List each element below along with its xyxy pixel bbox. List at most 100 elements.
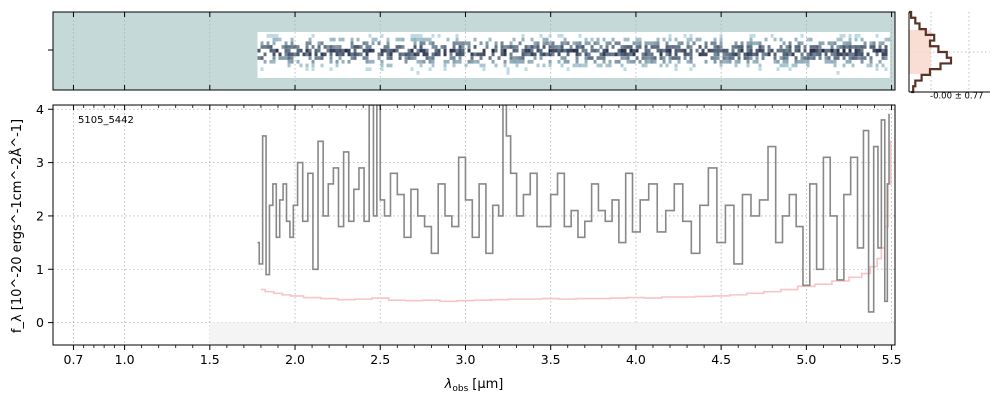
spectrum-2d-frame [52,11,896,91]
spectrum-2d-pixel [533,41,537,46]
spectrum-2d-pixel [560,63,564,68]
spectrum-2d-pixel [377,52,381,57]
spectrum-2d-pixel [311,59,315,64]
spectrum-2d-pixel [686,41,690,46]
spectrum-2d-pixel [434,45,438,49]
spectrum-2d-pixel [350,52,354,57]
spectrum-2d-pixel [500,45,504,49]
spectrum-2d-pixel [473,37,477,42]
spectrum-2d-pixel [866,63,870,68]
spectrum-2d-pixel [443,67,447,71]
spectrum-2d-pixel [587,41,591,46]
spectrum-2d-pixel [758,41,762,46]
spectrum-2d-pixel [722,59,726,64]
spectrum-2d-pixel [776,67,780,71]
spectrum-2d-pixel [515,63,519,68]
spectrum-2d-pixel [860,56,864,60]
spectrum-2d-pixel [512,59,516,64]
spectrum-2d-pixel [884,56,888,60]
spectrum-2d-pixel [683,56,687,60]
spectrum-2d-pixel [881,52,885,57]
spectrum-2d-pixel [785,56,789,60]
spectrum-2d-pixel [317,48,321,53]
spectrum-2d-pixel [479,52,483,57]
spectrum-2d-pixel [656,48,660,53]
spectrum-2d-pixel [410,37,414,42]
spectrum-2d-pixel [812,52,816,57]
spectrum-2d-pixel [764,37,768,42]
spectrum-2d-pixel [677,59,681,64]
spectrum-2d-pixel [461,41,465,46]
spectrum-2d-pixel [716,45,720,49]
spectrum-2d-pixel [803,59,807,64]
spectrum-2d-pixel [323,52,327,57]
spectrum-2d-pixel [521,48,525,53]
spectrum-2d-pixel [719,41,723,46]
spectrum-2d-pixel [554,45,558,49]
spectrum-2d-pixel [761,45,765,49]
spectrum-2d-pixel [368,45,372,49]
spectrum-2d-pixel [848,41,852,46]
spectrum-2d-pixel [413,37,417,42]
spectrum-2d-pixel [326,45,330,49]
spectrum-2d-pixel [401,37,405,42]
spectrum-2d-pixel [473,59,477,64]
spectrum-2d-pixel [482,48,486,53]
spectrum-2d-pixel [335,52,339,57]
spectrum-2d-pixel [782,56,786,60]
spectrum-2d-pixel [275,37,279,42]
spectrum-2d-pixel [593,59,597,64]
spectrum-2d-pixel [518,59,522,64]
spectrum-2d-pixel [458,52,462,57]
spectrum-2d-pixel [662,48,666,53]
spectrum-2d-pixel [833,56,837,60]
spectrum-2d-pixel [572,41,576,46]
spectrum-2d-pixel [608,52,612,57]
spectrum-2d-pixel [407,56,411,60]
spectrum-2d-pixel [419,59,423,64]
spectrum-2d-pixel [410,48,414,53]
spectrum-2d-pixel [434,52,438,57]
spectrum-2d-pixel [464,63,468,68]
spectrum-2d-pixel [746,41,750,46]
spectrum-2d-pixel [419,48,423,53]
spectrum-2d-pixel [293,45,297,49]
spectrum-2d-pixel [806,37,810,42]
spectrum-2d-pixel [503,59,507,64]
spectrum-2d-pixel [524,45,528,49]
spectrum-2d-pixel [887,37,891,42]
spectrum-2d-pixel [419,63,423,68]
histogram-stats-label: -0.00 ± 0.77 [930,92,983,102]
spectrum-2d-pixel [413,45,417,49]
spectrum-2d-pixel [701,48,705,53]
spectrum-2d-pixel [812,45,816,49]
spectrum-2d-pixel [728,56,732,60]
spectrum-2d-pixel [773,56,777,60]
spectrum-2d-pixel [593,48,597,53]
spectrum-2d-pixel [536,63,540,68]
spectrum-2d-pixel [461,48,465,53]
spectrum-2d-pixel [335,45,339,49]
spectrum-2d-pixel [590,56,594,60]
spectrum-2d-pixel [530,45,534,49]
spectrum-2d-pixel [779,63,783,68]
spectrum-2d-pixel [824,56,828,60]
spectrum-2d-pixel [803,45,807,49]
spectrum-2d-pixel [650,45,654,49]
spectrum-2d-pixel [260,41,264,46]
spectrum-2d-pixel [377,56,381,60]
spectrum-2d-pixel [503,45,507,49]
spectrum-2d-pixel [458,56,462,60]
x-tick-label: 5.5 [882,352,902,367]
spectrum-2d-pixel [440,45,444,49]
spectrum-2d-pixel [293,52,297,57]
spectrum-2d-pixel [542,41,546,46]
spectrum-2d-pixel [584,59,588,64]
spectrum-2d-pixel [755,56,759,60]
spectrum-2d-pixel [644,59,648,64]
spectrum-2d-pixel [413,41,417,46]
spectrum-2d-pixel [884,37,888,42]
spectrum-2d-pixel [584,37,588,42]
spectrum-2d-pixel [623,52,627,57]
spectrum-2d-pixel [869,59,873,64]
